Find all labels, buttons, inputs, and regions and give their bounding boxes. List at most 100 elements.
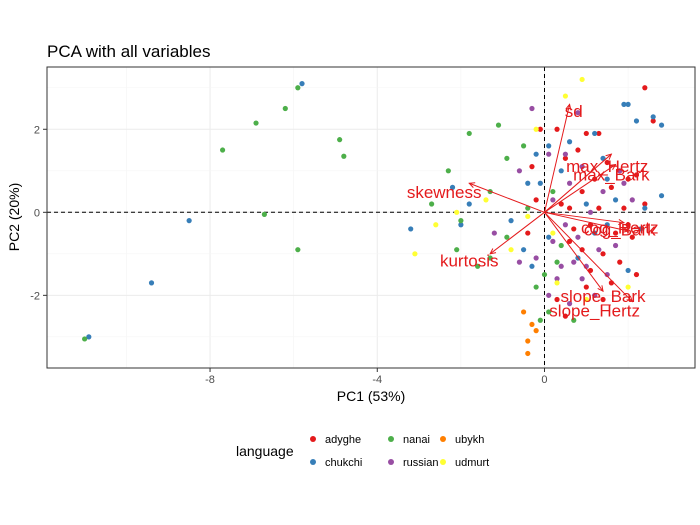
data-point-adyghe xyxy=(612,230,619,236)
data-point-russian xyxy=(575,110,581,116)
data-point-russian xyxy=(579,164,585,170)
data-point-adyghe xyxy=(583,130,589,137)
data-point-russian xyxy=(592,292,598,298)
data-point-russian xyxy=(529,105,535,112)
data-point-russian xyxy=(550,197,556,203)
data-point-chukchi xyxy=(566,139,573,145)
data-point-udmurt xyxy=(483,197,489,203)
data-point-chukchi xyxy=(148,280,155,286)
data-point-russian xyxy=(617,168,623,174)
data-point-nanai xyxy=(558,242,564,249)
legend-title: language xyxy=(236,443,294,459)
data-point-russian xyxy=(550,238,556,244)
data-point-udmurt xyxy=(454,209,460,215)
data-point-russian xyxy=(575,234,581,240)
loading-arrow-slope_Bark xyxy=(544,212,604,292)
axis-ticks: -8 -4 0 -2 0 2 xyxy=(30,124,547,386)
loading-label-skewness: skewness xyxy=(407,183,482,202)
data-point-adyghe xyxy=(600,251,606,257)
loading-arrow-cog_Hertz xyxy=(544,211,624,224)
data-point-adyghe xyxy=(537,126,543,132)
data-point-nanai xyxy=(571,317,577,323)
data-point-udmurt xyxy=(533,126,539,132)
data-point-nanai xyxy=(282,105,288,112)
data-point-adyghe xyxy=(633,172,640,178)
data-point-chukchi xyxy=(612,197,619,203)
data-point-adyghe xyxy=(625,222,631,228)
data-point-chukchi xyxy=(604,176,610,182)
data-point-udmurt xyxy=(508,247,514,253)
loading-arrow-skewness xyxy=(469,182,545,213)
data-point-adyghe xyxy=(629,234,635,240)
data-point-chukchi xyxy=(533,151,539,157)
y-tick-label: -2 xyxy=(30,290,40,302)
data-point-adyghe xyxy=(533,197,539,203)
data-point-chukchi xyxy=(408,226,414,232)
data-point-adyghe xyxy=(529,164,535,170)
loading-arrowhead-max_Bark xyxy=(609,163,617,170)
data-point-russian xyxy=(566,180,573,186)
data-point-nanai xyxy=(219,147,226,153)
data-point-adyghe xyxy=(571,226,577,232)
data-point-chukchi xyxy=(458,222,464,228)
loading-arrow-cog_Bark xyxy=(544,211,629,232)
data-point-nanai xyxy=(487,255,493,261)
data-point-nanai xyxy=(550,188,556,195)
y-axis-title: PC2 (20%) xyxy=(6,183,22,251)
data-point-adyghe xyxy=(562,313,569,319)
data-point-adyghe xyxy=(621,205,627,211)
data-point-adyghe xyxy=(554,126,560,132)
data-point-ubykh xyxy=(525,350,531,357)
data-point-nanai xyxy=(82,336,88,342)
data-point-russian xyxy=(587,209,594,215)
data-point-nanai xyxy=(466,130,472,137)
data-point-chukchi xyxy=(650,114,656,120)
data-point-nanai xyxy=(429,201,435,207)
data-point-nanai xyxy=(295,85,301,91)
data-point-ubykh xyxy=(520,309,527,315)
data-point-russian xyxy=(516,259,523,265)
data-point-chukchi xyxy=(508,218,514,224)
data-point-adyghe xyxy=(600,296,606,303)
data-point-adyghe xyxy=(558,201,564,207)
loading-label-max_Bark: max_Bark xyxy=(573,165,650,184)
data-point-chukchi xyxy=(592,130,598,137)
data-points xyxy=(82,76,665,357)
data-point-adyghe xyxy=(566,238,573,244)
data-point-nanai xyxy=(504,155,510,161)
loading-arrow-sd xyxy=(544,104,571,213)
data-point-adyghe xyxy=(583,284,589,290)
data-point-adyghe xyxy=(608,184,614,190)
data-point-chukchi xyxy=(658,193,665,199)
loading-arrowhead-slope_Hertz xyxy=(626,295,634,303)
data-point-adyghe xyxy=(642,85,648,91)
data-point-chukchi xyxy=(525,180,531,186)
data-point-nanai xyxy=(341,153,347,159)
loading-arrowhead-slope_Bark xyxy=(597,285,604,293)
data-point-russian xyxy=(533,255,539,261)
data-point-udmurt xyxy=(550,230,556,236)
data-point-adyghe xyxy=(625,176,631,182)
data-point-nanai xyxy=(295,247,301,253)
data-point-adyghe xyxy=(642,201,648,207)
data-point-russian xyxy=(596,247,602,253)
data-point-chukchi xyxy=(299,81,305,87)
loading-arrow-max_Bark xyxy=(544,164,616,213)
chart-title: PCA with all variables xyxy=(47,42,210,61)
data-point-chukchi xyxy=(592,230,598,236)
loading-arrows xyxy=(468,103,634,303)
data-point-udmurt xyxy=(525,213,531,220)
data-point-adyghe xyxy=(579,188,585,195)
data-point-ubykh xyxy=(533,328,539,334)
x-tick-label: -8 xyxy=(205,374,215,386)
reference-lines xyxy=(47,67,695,368)
legend-label-chukchi: chukchi xyxy=(325,457,362,469)
data-point-udmurt xyxy=(583,296,589,303)
data-point-adyghe xyxy=(554,296,560,303)
loading-label-slope_Hertz: slope_Hertz xyxy=(549,301,640,320)
data-point-chukchi xyxy=(633,118,640,124)
data-point-russian xyxy=(604,271,610,278)
legend-key-udmurt xyxy=(440,459,446,465)
data-point-russian xyxy=(621,180,627,186)
